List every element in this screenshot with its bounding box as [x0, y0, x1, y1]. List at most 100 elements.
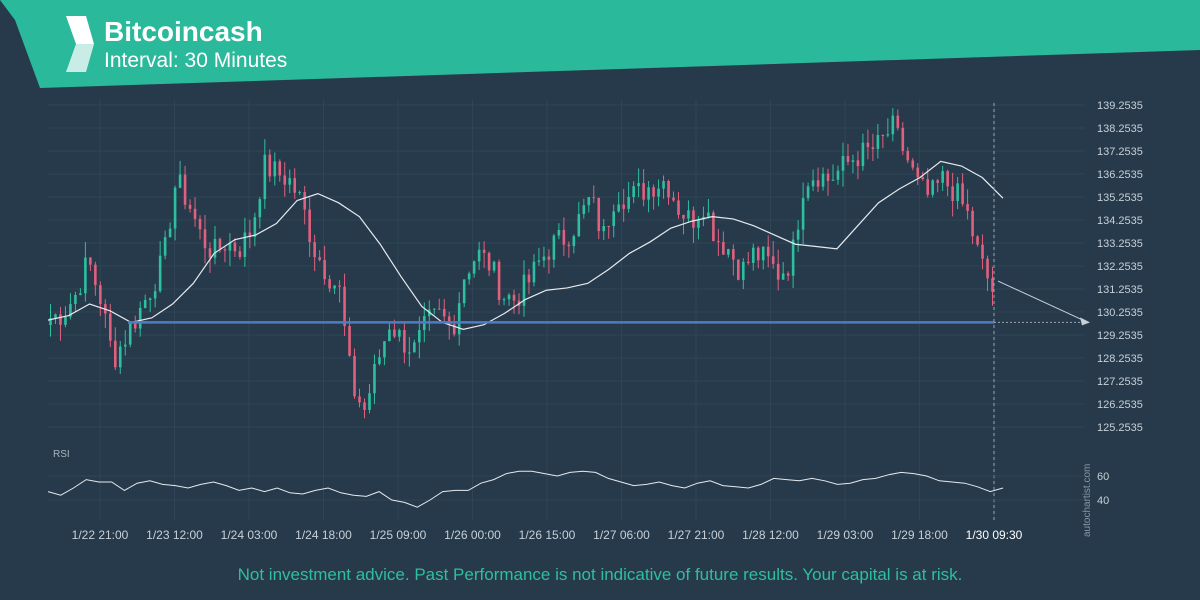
candle-up — [432, 308, 436, 310]
candle-down — [926, 179, 930, 195]
candle-down — [293, 178, 297, 193]
candle-down — [313, 242, 316, 258]
candle-down — [442, 309, 446, 317]
candle-down — [308, 209, 311, 243]
candle-up — [54, 314, 57, 319]
candle-up — [861, 142, 865, 166]
candle-down — [358, 396, 361, 403]
rsi-title: RSI — [53, 449, 70, 460]
forecast-arrow — [997, 280, 1089, 323]
candle-up — [467, 273, 471, 280]
candle-down — [971, 210, 974, 237]
candle-up — [79, 293, 82, 295]
candle-up — [263, 154, 267, 200]
candle-up — [542, 256, 546, 261]
candle-up — [741, 261, 745, 280]
candle-down — [547, 256, 551, 260]
candle-down — [766, 246, 770, 257]
candle-up — [288, 178, 292, 185]
candle-up — [522, 274, 526, 306]
candle-up — [153, 291, 157, 299]
candle-up — [532, 261, 536, 283]
candle-up — [388, 329, 391, 342]
forecast-arrowhead — [1080, 317, 1090, 326]
candle-down — [776, 263, 780, 280]
autochartist-logo-icon — [66, 16, 94, 72]
candle-down — [99, 285, 102, 305]
candle-up — [418, 330, 421, 343]
candle-up — [258, 199, 262, 218]
candle-up — [457, 303, 461, 335]
candle-up — [941, 171, 944, 183]
candle-down — [692, 210, 695, 228]
price-tick-label: 133.2535 — [1097, 238, 1143, 250]
candle-up — [74, 294, 77, 304]
candle-up — [462, 279, 466, 304]
candle-up — [368, 393, 371, 410]
candle-down — [328, 279, 331, 289]
candle-down — [756, 247, 760, 261]
candle-down — [198, 218, 202, 230]
candle-up — [552, 235, 556, 260]
candle-down — [203, 229, 207, 249]
price-tick-label: 129.2535 — [1097, 330, 1143, 342]
candle-down — [348, 326, 351, 356]
candle-down — [717, 241, 720, 243]
candle-up — [602, 226, 606, 232]
candle-up — [956, 183, 959, 202]
candle-up — [213, 238, 217, 258]
candle-down — [881, 134, 885, 136]
candle-down — [951, 186, 954, 202]
price-tick-label: 125.2535 — [1097, 422, 1143, 434]
candle-down — [323, 260, 326, 280]
candle-up — [163, 237, 167, 256]
time-tick-label: 1/26 00:00 — [444, 528, 501, 542]
candle-down — [677, 200, 680, 215]
candle-up — [796, 229, 800, 240]
candle-down — [866, 142, 870, 148]
candle-up — [931, 180, 934, 195]
candle-down — [986, 258, 989, 279]
candle-up — [253, 217, 257, 237]
candle-up — [811, 180, 815, 187]
candle-down — [59, 314, 62, 325]
candle-down — [193, 208, 197, 219]
candle-up — [333, 285, 336, 289]
candle-down — [712, 212, 715, 242]
candle-down — [487, 252, 491, 271]
candle-up — [378, 357, 381, 364]
candle-down — [109, 313, 112, 341]
candle-down — [248, 232, 252, 237]
candle-down — [208, 248, 212, 258]
time-tick-label: 1/24 03:00 — [221, 528, 278, 542]
price-tick-label: 139.2535 — [1097, 100, 1143, 112]
candle-down — [393, 329, 396, 337]
candle-up — [158, 255, 162, 292]
candle-up — [801, 198, 805, 230]
candle-up — [886, 134, 890, 136]
candle-up — [49, 318, 52, 325]
candle-up — [168, 228, 172, 238]
candle-up — [841, 156, 845, 171]
candle-up — [821, 173, 825, 187]
candle-up — [173, 187, 177, 229]
candle-up — [413, 342, 416, 353]
price-tick-label: 136.2535 — [1097, 169, 1143, 181]
price-tick-label: 128.2535 — [1097, 353, 1143, 365]
candle-down — [622, 204, 625, 209]
candle-down — [497, 261, 501, 300]
candle-down — [597, 197, 601, 232]
candle-down — [94, 264, 97, 286]
candle-down — [682, 214, 685, 219]
candle-down — [921, 177, 925, 180]
candle-down — [896, 115, 900, 128]
candle-up — [477, 249, 481, 262]
chart-grid — [48, 100, 1085, 520]
candle-up — [657, 188, 660, 197]
candle-down — [567, 244, 571, 247]
candle-up — [408, 352, 411, 354]
candle-down — [238, 251, 242, 257]
forecast-group — [993, 103, 1090, 522]
candle-up — [178, 174, 182, 188]
time-axis: 1/22 21:00 1/23 12:00 1/24 03:00 1/24 18:00… — [72, 528, 1023, 542]
